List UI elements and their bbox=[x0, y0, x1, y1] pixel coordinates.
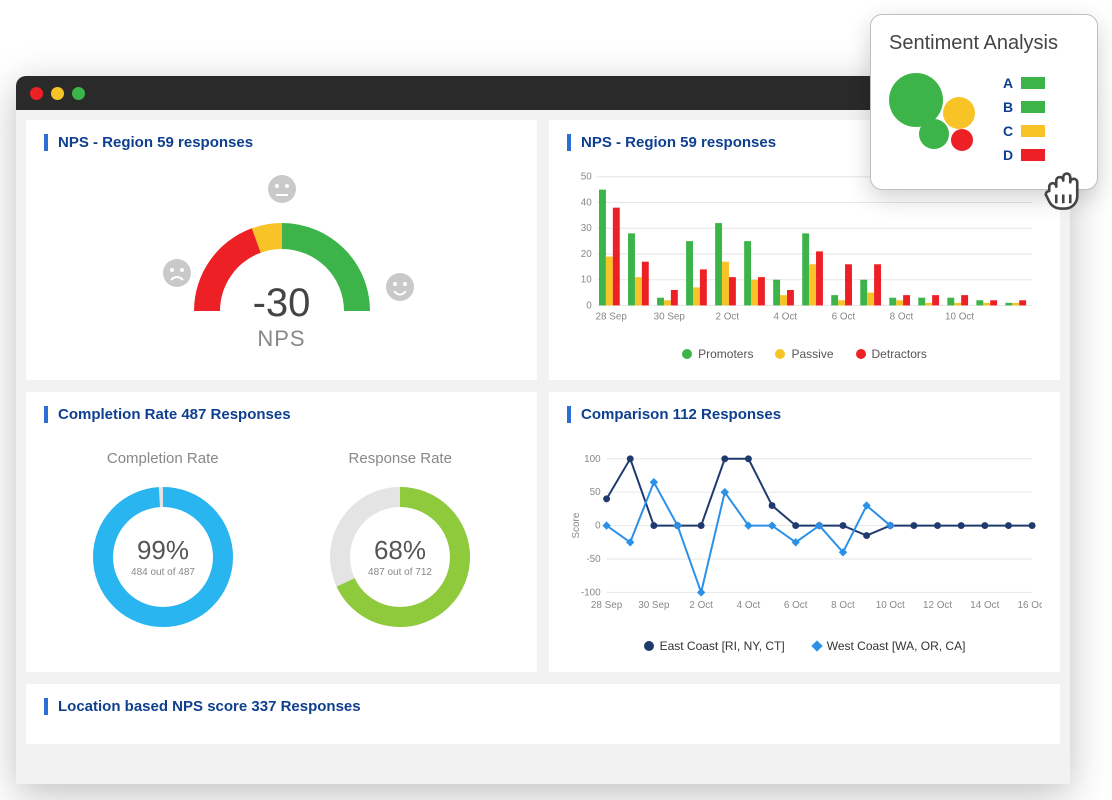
sad-face-icon bbox=[163, 259, 191, 287]
svg-text:28 Sep: 28 Sep bbox=[596, 311, 628, 322]
neutral-face-icon bbox=[268, 175, 296, 203]
svg-text:6 Oct: 6 Oct bbox=[784, 600, 808, 611]
completion-donuts: Completion Rate 99% 484 out of 487 Respo… bbox=[44, 433, 519, 653]
svg-text:2 Oct: 2 Oct bbox=[716, 311, 740, 322]
sentiment-popup[interactable]: Sentiment Analysis ABCD bbox=[870, 14, 1098, 190]
svg-text:4 Oct: 4 Oct bbox=[737, 600, 761, 611]
svg-text:10 Oct: 10 Oct bbox=[945, 311, 974, 322]
svg-text:-50: -50 bbox=[586, 554, 601, 565]
nps-gauge: -30 NPS bbox=[122, 161, 442, 361]
svg-text:8 Oct: 8 Oct bbox=[831, 600, 855, 611]
svg-text:100: 100 bbox=[584, 454, 601, 465]
svg-text:28 Sep: 28 Sep bbox=[591, 600, 623, 611]
comparison-card: Comparison 112 Responses -100 -50 0 50 100 Sc… bbox=[549, 392, 1060, 672]
legend-item: East Coast [RI, NY, CT] bbox=[644, 639, 785, 653]
nps-gauge-title: NPS - Region 59 responses bbox=[44, 134, 519, 151]
svg-text:12 Oct: 12 Oct bbox=[923, 600, 952, 611]
legend-item: West Coast [WA, OR, CA] bbox=[813, 639, 966, 653]
svg-text:10 Oct: 10 Oct bbox=[876, 600, 905, 611]
svg-text:487 out of 712: 487 out of 712 bbox=[368, 567, 432, 578]
sentiment-legend-row: B bbox=[1003, 99, 1045, 115]
happy-face-icon bbox=[386, 273, 414, 301]
sentiment-legend-row: A bbox=[1003, 75, 1045, 91]
comparison-legend: East Coast [RI, NY, CT] West Coast [WA, O… bbox=[567, 639, 1042, 653]
svg-text:8 Oct: 8 Oct bbox=[890, 311, 914, 322]
sentiment-legend-row: D bbox=[1003, 147, 1045, 163]
maximize-icon[interactable] bbox=[72, 87, 85, 100]
sentiment-legend: ABCD bbox=[1003, 75, 1045, 163]
svg-text:6 Oct: 6 Oct bbox=[832, 311, 856, 322]
legend-item: Passive bbox=[775, 347, 833, 361]
location-nps-card: Location based NPS score 337 Responses bbox=[26, 684, 1060, 744]
svg-text:2 Oct: 2 Oct bbox=[689, 600, 713, 611]
svg-text:-100: -100 bbox=[581, 587, 601, 598]
sentiment-bubbles bbox=[889, 69, 989, 169]
donut: Completion Rate 99% 484 out of 487 bbox=[83, 450, 243, 637]
svg-text:40: 40 bbox=[581, 197, 592, 208]
svg-text:50: 50 bbox=[581, 172, 592, 183]
nps-bar-legend: Promoters Passive Detractors bbox=[567, 347, 1042, 361]
svg-text:50: 50 bbox=[590, 487, 601, 498]
location-nps-title: Location based NPS score 337 Responses bbox=[44, 698, 1042, 715]
comparison-chart: -100 -50 0 50 100 Score 28 Sep 30 Sep 2 Oct 4 Oct… bbox=[567, 433, 1042, 633]
svg-text:30 Sep: 30 Sep bbox=[654, 311, 686, 322]
close-icon[interactable] bbox=[30, 87, 43, 100]
svg-text:68%: 68% bbox=[374, 535, 426, 565]
nps-score-readout: -30 NPS bbox=[253, 281, 311, 352]
svg-text:0: 0 bbox=[595, 521, 601, 532]
dashboard-content: NPS - Region 59 responses bbox=[16, 110, 1070, 754]
grab-cursor-icon bbox=[1037, 163, 1093, 219]
svg-text:Score: Score bbox=[571, 512, 582, 538]
sentiment-popup-title: Sentiment Analysis bbox=[889, 31, 1079, 55]
svg-text:99%: 99% bbox=[137, 535, 189, 565]
sentiment-legend-row: C bbox=[1003, 123, 1045, 139]
nps-score-value: -30 bbox=[253, 281, 311, 326]
completion-card: Completion Rate 487 Responses Completion… bbox=[26, 392, 537, 672]
svg-text:0: 0 bbox=[586, 300, 592, 311]
svg-text:10: 10 bbox=[581, 275, 592, 286]
svg-text:20: 20 bbox=[581, 249, 592, 260]
completion-title: Completion Rate 487 Responses bbox=[44, 406, 519, 423]
svg-text:484 out of 487: 484 out of 487 bbox=[131, 567, 195, 578]
legend-item: Detractors bbox=[856, 347, 927, 361]
legend-item: Promoters bbox=[682, 347, 753, 361]
svg-text:30 Sep: 30 Sep bbox=[638, 600, 670, 611]
svg-text:30: 30 bbox=[581, 223, 592, 234]
svg-text:16 Oct: 16 Oct bbox=[1018, 600, 1042, 611]
nps-score-label: NPS bbox=[253, 326, 311, 352]
comparison-title: Comparison 112 Responses bbox=[567, 406, 1042, 423]
svg-text:4 Oct: 4 Oct bbox=[774, 311, 798, 322]
minimize-icon[interactable] bbox=[51, 87, 64, 100]
svg-text:14 Oct: 14 Oct bbox=[970, 600, 999, 611]
donut: Response Rate 68% 487 out of 712 bbox=[320, 450, 480, 637]
nps-gauge-card: NPS - Region 59 responses bbox=[26, 120, 537, 380]
